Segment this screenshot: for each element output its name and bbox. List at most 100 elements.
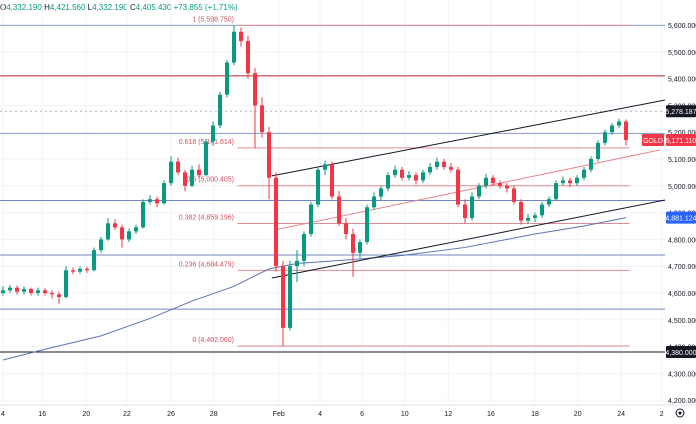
candle-body	[120, 227, 124, 240]
candle	[78, 266, 82, 274]
time-axis-tick: 16	[487, 411, 495, 418]
price-axis-tick: 4,700.000	[668, 264, 696, 271]
candle-body	[372, 196, 376, 208]
candle-body	[309, 204, 313, 235]
candle	[547, 196, 551, 208]
time-axis-tick: 4	[1, 411, 5, 418]
candle	[169, 156, 173, 186]
candle	[176, 157, 180, 176]
candle-body	[71, 270, 75, 272]
candle-body	[386, 175, 390, 189]
candle-body	[463, 204, 467, 218]
candle	[400, 167, 404, 181]
candle-body	[624, 121, 628, 140]
fib-level-label: 0.5 (5,000.405)	[187, 177, 234, 184]
ohlc-high: H4,421.560	[44, 3, 86, 12]
candle	[92, 247, 96, 272]
candle	[372, 192, 376, 210]
candle-body	[92, 250, 96, 271]
candle	[148, 195, 152, 205]
candle	[554, 180, 558, 201]
candle-body	[575, 177, 579, 184]
candle	[134, 224, 138, 235]
price-label-badge	[666, 105, 696, 118]
candle	[568, 177, 572, 188]
candle	[22, 286, 26, 295]
candle-body	[449, 167, 453, 170]
candle-body	[36, 290, 40, 293]
time-axis-tick: 24	[617, 411, 625, 418]
candle-body	[330, 164, 334, 197]
candle-body	[610, 125, 614, 133]
ohlc-low: L4,332.190	[87, 3, 128, 12]
price-label-badge	[666, 211, 696, 224]
candle	[449, 163, 453, 173]
candle	[15, 285, 19, 295]
price-axis-tick: 5,400.000	[668, 77, 696, 84]
candle-body	[127, 231, 131, 240]
time-axis-tick: 2	[660, 411, 664, 418]
candle-body	[442, 161, 446, 168]
candle	[309, 201, 313, 237]
candle-body	[22, 288, 26, 292]
candle	[211, 121, 215, 146]
candle-body	[540, 204, 544, 216]
candle-body	[603, 132, 607, 143]
candle	[274, 172, 278, 272]
price-label-badge	[666, 133, 696, 146]
candle-body	[260, 105, 264, 133]
candle	[414, 172, 418, 185]
candle	[470, 192, 474, 221]
price-label-text: 5,278.187	[665, 109, 696, 116]
candle	[379, 185, 383, 201]
candle-body	[162, 183, 166, 204]
candle-body	[456, 169, 460, 205]
candle	[71, 267, 75, 275]
settings-gear-icon[interactable]	[675, 408, 685, 418]
fib-level-label: 0.382 (4,859.196)	[179, 215, 234, 222]
candle	[57, 291, 61, 304]
time-axis-tick: 6	[360, 411, 364, 418]
candle	[106, 217, 110, 241]
candle	[358, 239, 362, 259]
candle	[225, 59, 229, 98]
candle-body	[533, 215, 537, 218]
candle-body	[211, 125, 215, 142]
candle	[330, 161, 334, 200]
candle-body	[582, 169, 586, 178]
candle-body	[365, 207, 369, 243]
candle-body	[477, 185, 481, 197]
candle-body	[274, 177, 278, 267]
candle	[43, 288, 47, 296]
price-axis-tick: 4,500.000	[668, 318, 696, 325]
candle-body	[134, 227, 138, 232]
symbol-tag-text: GOLD	[643, 138, 663, 145]
candle-body	[491, 177, 495, 184]
candle	[113, 219, 117, 231]
candle	[526, 213, 530, 224]
candle-body	[50, 293, 54, 295]
candle	[442, 159, 446, 170]
candle-body	[316, 169, 320, 205]
candle	[260, 97, 264, 138]
candle-body	[547, 199, 551, 205]
time-axis-tick: Feb	[273, 411, 285, 418]
time-axis-tick: 16	[38, 411, 46, 418]
candle	[120, 224, 124, 248]
candle-body	[589, 159, 593, 170]
candle-body	[428, 167, 432, 173]
symbol-tag	[642, 133, 664, 146]
candle	[267, 126, 271, 200]
time-axis-tick: 18	[531, 411, 539, 418]
fib-level-label: 0 (4,402.060)	[192, 337, 234, 344]
candle-body	[1, 290, 5, 293]
candle	[288, 260, 292, 331]
time-axis-tick: 28	[210, 411, 218, 418]
candle	[596, 140, 600, 162]
candle-body	[435, 161, 439, 168]
candle-body	[358, 242, 362, 253]
time-axis-tick: 22	[123, 411, 131, 418]
candle-body	[99, 239, 103, 251]
price-axis-tick: 5,200.000	[668, 130, 696, 137]
